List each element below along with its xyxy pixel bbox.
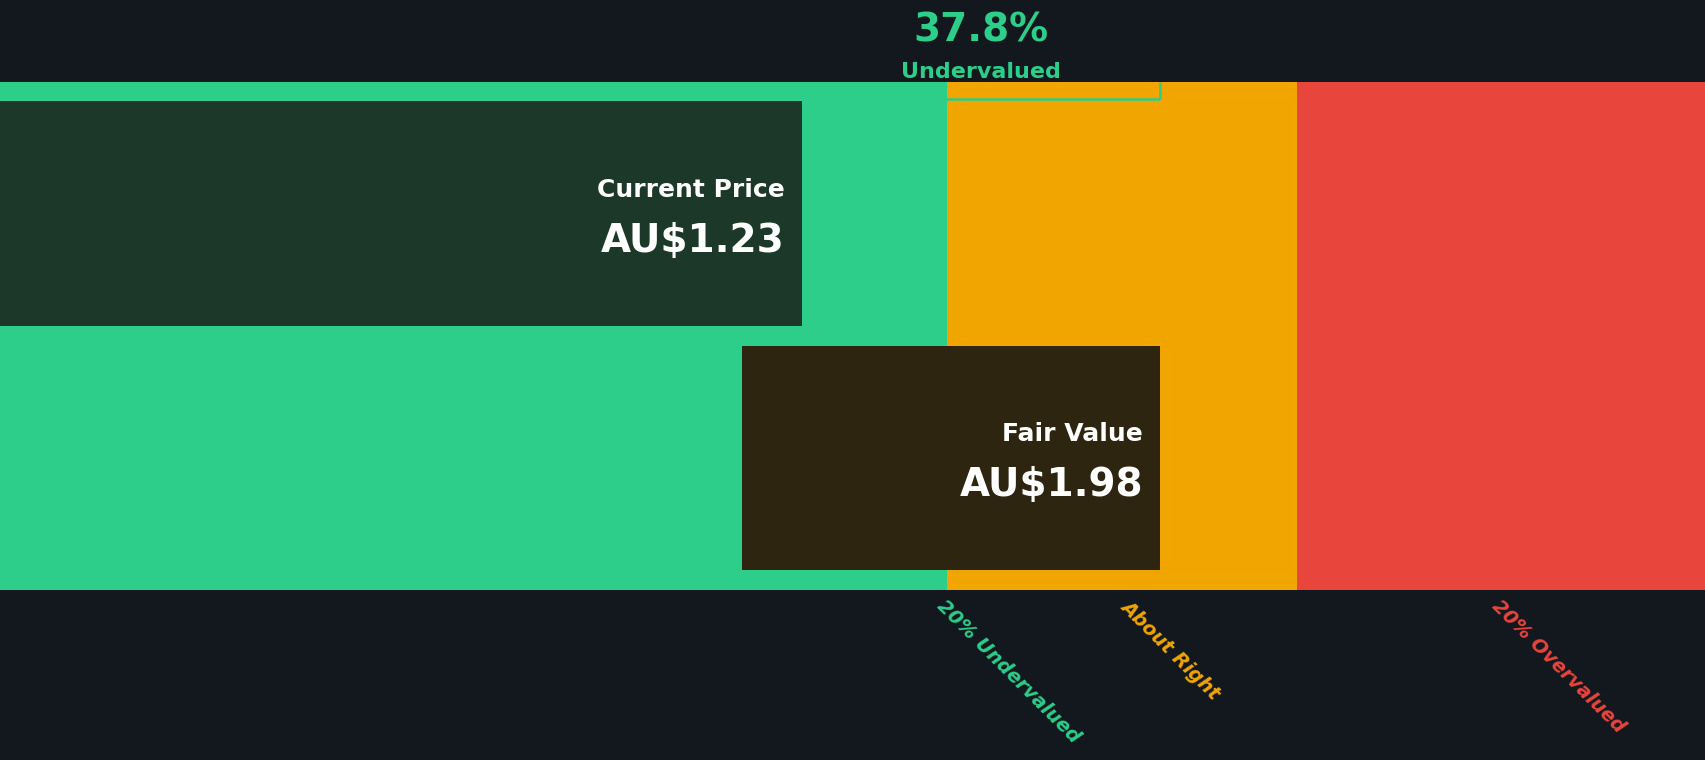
Text: Fair Value: Fair Value — [1001, 422, 1142, 446]
Bar — [0, 326, 946, 346]
Text: Undervalued: Undervalued — [900, 62, 1061, 82]
Text: 37.8%: 37.8% — [912, 12, 1049, 50]
Bar — [0, 82, 946, 102]
Text: AU$1.98: AU$1.98 — [958, 467, 1142, 505]
Text: 20% Overvalued: 20% Overvalued — [1487, 597, 1627, 736]
Text: 20% Undervalued: 20% Undervalued — [933, 597, 1083, 747]
Bar — [0, 102, 801, 326]
Bar — [0, 82, 946, 590]
Text: Current Price: Current Price — [597, 178, 784, 202]
Bar — [742, 346, 1159, 571]
Bar — [0, 571, 946, 590]
Text: About Right: About Right — [1117, 597, 1222, 703]
Text: AU$1.23: AU$1.23 — [600, 223, 784, 261]
Bar — [1296, 82, 1705, 590]
Bar — [946, 82, 1296, 590]
